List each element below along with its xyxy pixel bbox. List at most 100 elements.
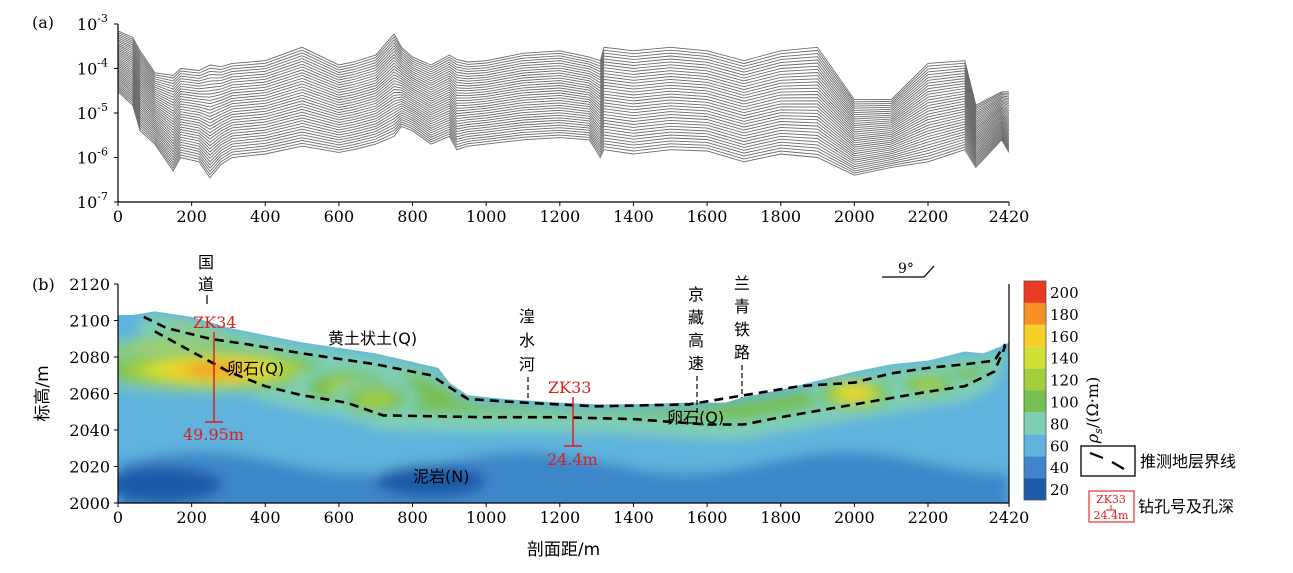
a-x-tick-label: 1600 — [687, 207, 728, 226]
colorbar-swatch — [1024, 434, 1046, 457]
b-x-tick-label: 2420 — [989, 508, 1030, 527]
colorbar-title-sub: s — [1092, 428, 1105, 434]
a-y-tick-label: 10-7 — [77, 190, 108, 212]
log-curve — [118, 33, 1009, 110]
a-x-tick-label: 400 — [250, 207, 281, 226]
colorbar-swatch — [1024, 412, 1046, 435]
a-x-tick-label: 2000 — [834, 207, 875, 226]
log-curve — [118, 91, 1009, 179]
log-curve — [118, 37, 1009, 113]
log-curve — [118, 77, 1009, 159]
label-river-1: 湟 — [519, 307, 535, 326]
panel-b: (b) 0 200 400 600 800 1000 1200 1400 1600 1800 200… — [32, 253, 1236, 560]
dip-indicator: 9° — [882, 261, 935, 278]
label-highway-3: 高 — [688, 331, 704, 350]
log-curve — [118, 86, 1009, 170]
log-curve — [118, 58, 1009, 135]
legend-item-borehole: ZK33 24.4m 钻孔号及孔深 — [1088, 490, 1234, 523]
stratum-boundaries — [143, 315, 1007, 426]
log-curve — [118, 80, 1009, 163]
legend-borehole-sample-depth: 24.4m — [1094, 509, 1129, 522]
log-curve — [118, 51, 1009, 128]
a-y-tick-label: 10-6 — [77, 146, 108, 168]
colorbar-tick-label: 180 — [1050, 306, 1079, 324]
legend: 推测地层界线 ZK33 24.4m 钻孔号及孔深 — [1080, 445, 1236, 523]
log-curve — [118, 70, 1009, 150]
b-x-tick-label: 200 — [176, 508, 207, 527]
b-x-tick-label: 2000 — [834, 508, 875, 527]
b-x-axis-title: 剖面距/m — [527, 540, 600, 560]
field-hotspot — [912, 378, 944, 391]
label-gravel-left: 卵石(Q) — [227, 359, 284, 378]
label-railway-2: 青 — [734, 297, 750, 316]
annotations: 国 道 黄土状土(Q) 卵石(Q) 卵石(Q) 泥岩(N) 湟 水 河 京 藏 … — [198, 253, 750, 486]
b-x-tick-label: 600 — [324, 508, 355, 527]
label-railway-1: 兰 — [734, 274, 750, 293]
b-x-tick-label: 400 — [250, 508, 281, 527]
colorbar-swatch — [1024, 478, 1046, 500]
label-loess: 黄土状土(Q) — [328, 329, 417, 348]
colorbar-tick-label: 100 — [1050, 393, 1079, 411]
b-y-tick-label: 2120 — [69, 275, 110, 294]
log-curve — [118, 40, 1009, 117]
a-x-tick-label: 2420 — [989, 207, 1030, 226]
colorbar-tick-label: 140 — [1050, 350, 1079, 368]
label-highway-4: 速 — [688, 354, 704, 373]
b-x-tick-label: 0 — [113, 508, 123, 527]
log-curve — [118, 30, 1009, 106]
colorbar-swatch — [1024, 281, 1046, 303]
log-curve — [118, 89, 1009, 176]
colorbar-tick-label: 200 — [1050, 284, 1079, 302]
panel-b-label: (b) — [32, 275, 55, 294]
log-curves — [118, 30, 1009, 179]
colorbar-tick-label: 20 — [1050, 481, 1069, 499]
a-x-tick-label: 800 — [397, 207, 428, 226]
log-curve — [118, 67, 1009, 146]
log-curve — [118, 56, 1009, 133]
colorbar-swatch — [1024, 324, 1046, 347]
a-x-tick-label: 1200 — [539, 207, 580, 226]
panel-b-axes: 0 200 400 600 800 1000 1200 1400 1600 1800 2000 220… — [33, 275, 1029, 560]
log-curve — [118, 87, 1009, 173]
a-x-tick-label: 1800 — [760, 207, 801, 226]
legend-borehole-sample-name: ZK33 — [1096, 493, 1126, 506]
borehole-zk33-depth: 24.4m — [547, 450, 598, 469]
b-y-tick-label: 2060 — [69, 385, 110, 404]
field-zone-low — [118, 466, 223, 503]
log-curve — [118, 82, 1009, 165]
colorbar-swatch — [1024, 346, 1046, 369]
log-curve — [118, 72, 1009, 152]
b-y-tick-label: 2020 — [69, 458, 110, 477]
field-hotspot — [357, 390, 395, 408]
colorbar-swatch — [1024, 368, 1046, 391]
log-curve — [118, 47, 1009, 124]
log-curve — [118, 74, 1009, 155]
a-y-tick-label: 10-3 — [77, 12, 108, 34]
colorbar-tick-label: 80 — [1050, 415, 1069, 433]
borehole-zk33-name: ZK33 — [548, 378, 591, 397]
boundary-upper — [143, 315, 1007, 408]
log-curve — [118, 46, 1009, 122]
label-guodao-2: 道 — [198, 275, 214, 294]
log-curve — [118, 44, 1009, 121]
b-x-tick-label: 1400 — [613, 508, 654, 527]
label-railway-4: 路 — [734, 343, 750, 362]
borehole-zk34-name: ZK34 — [193, 313, 236, 332]
colorbar-tick-label: 40 — [1050, 459, 1069, 477]
field-hotspot — [842, 388, 867, 399]
a-x-tick-label: 0 — [113, 207, 123, 226]
a-x-tick-label: 1000 — [466, 207, 507, 226]
colorbar-swatch — [1024, 302, 1046, 325]
colorbar-tick-label: 120 — [1050, 372, 1079, 390]
log-curve — [118, 35, 1009, 112]
b-y-tick-label: 2040 — [69, 421, 110, 440]
log-curve — [118, 61, 1009, 139]
boundary-lower — [154, 330, 1007, 426]
a-x-tick-label: 600 — [324, 207, 355, 226]
field-zone-low — [375, 465, 486, 498]
b-x-tick-label: 800 — [397, 508, 428, 527]
log-curve — [118, 79, 1009, 161]
panel-a-label: (a) — [32, 13, 54, 32]
a-x-tick-label: 200 — [176, 207, 207, 226]
log-curve — [118, 49, 1009, 126]
